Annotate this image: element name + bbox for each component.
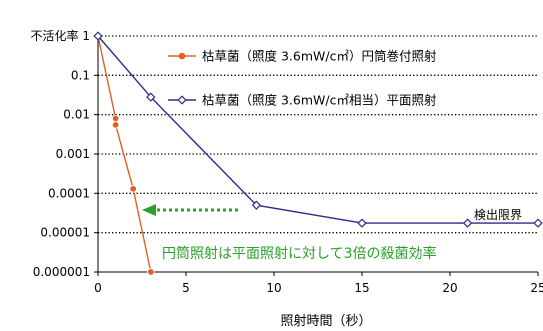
series-2-point: [251, 200, 262, 210]
legend-label-2: 枯草菌（照度 3.6mW/c㎡相当）平面照射: [202, 93, 436, 108]
x-tick-label: 0: [94, 281, 102, 295]
series-2-point: [533, 218, 543, 228]
series-2-point: [357, 218, 367, 228]
series-2-point: [146, 92, 156, 102]
x-tick-label: 10: [266, 281, 281, 295]
axes: [94, 35, 539, 276]
series-2-point: [93, 31, 103, 41]
y-tick-label: 0.1: [71, 68, 90, 82]
y-tick-label: 不活化率 1: [31, 28, 90, 43]
x-tick-labels: 0 5 10 15 20 25: [94, 281, 543, 295]
y-tick-label: 0.00001: [40, 226, 90, 240]
x-axis-title: 照射時間（秒）: [280, 313, 371, 329]
series-2-line: [97, 35, 538, 224]
legend-swatch-marker-1: [178, 52, 186, 60]
legend-swatch-marker-2: [177, 95, 187, 105]
x-tick-label: 20: [442, 281, 457, 295]
x-tick-label: 5: [182, 281, 190, 295]
efficiency-note: 円筒照射は平面照射に対して3倍の殺菌効率: [162, 245, 437, 262]
legend-label-1: 枯草菌（照度 3.6mW/c㎡）円筒巻付照射: [202, 49, 436, 64]
y-tick-label: 0.0001: [48, 186, 90, 200]
series-2-point: [462, 218, 473, 228]
series-group: [93, 31, 543, 276]
series-1-point: [111, 121, 120, 129]
y-tick-label: 0.001: [56, 147, 90, 161]
x-tick-label: 25: [530, 281, 543, 295]
series-1-point: [129, 185, 137, 193]
annotations: 検出限界 円筒照射は平面照射に対して3倍の殺菌効率: [142, 204, 522, 262]
comparison-arrow-head: [142, 204, 156, 216]
series-1-point: [147, 268, 155, 276]
x-tick-label: 15: [354, 281, 369, 295]
y-tick-label: 0.000001: [33, 265, 90, 279]
detection-limit-label: 検出限界: [474, 208, 522, 222]
series-1-point: [111, 114, 120, 123]
y-tick-labels: 不活化率 1 0.1 0.01 0.001 0.0001 0.00001 0.000001: [31, 28, 90, 279]
y-tick-label: 0.01: [63, 108, 90, 122]
